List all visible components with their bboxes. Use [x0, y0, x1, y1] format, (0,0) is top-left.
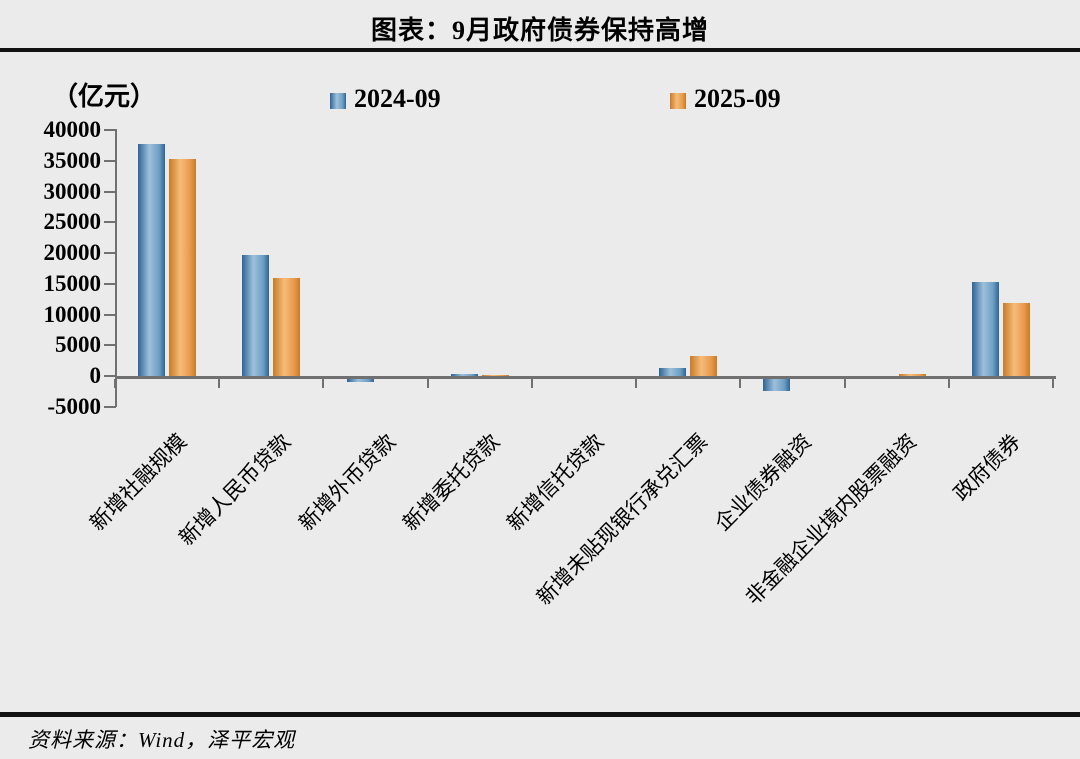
legend-swatch-2024-09 [330, 93, 346, 109]
bar [346, 379, 374, 383]
bar [690, 356, 718, 376]
y-tick-mark [104, 344, 116, 347]
y-tick-mark [104, 405, 116, 408]
y-tick-label: 35000 [43, 147, 102, 173]
legend-label-2025-09: 2025-09 [694, 84, 781, 113]
x-tick-mark [739, 379, 742, 388]
x-tick-mark [322, 379, 325, 388]
y-tick-mark [104, 129, 116, 131]
y-tick-mark [104, 282, 116, 285]
x-category-label: 新增人民币贷款 [174, 429, 296, 551]
y-tick-mark [104, 221, 116, 224]
y-tick-label: 30000 [43, 178, 102, 204]
x-tick-mark [947, 379, 950, 388]
y-tick-mark [104, 159, 116, 162]
x-tick-mark [530, 379, 533, 388]
x-category-label: 新增信托贷款 [502, 429, 609, 536]
chart-title: 图表：9月政府债券保持高增 [370, 16, 709, 45]
bar [450, 373, 478, 376]
y-tick-label: 25000 [43, 209, 102, 235]
bar [138, 144, 166, 376]
x-tick-mark [635, 379, 638, 388]
bar [1002, 303, 1030, 376]
x-category-label: 非金融企业境内股票融资 [740, 429, 921, 610]
x-category-label: 新增未贴现银行承兑汇票 [532, 429, 713, 610]
x-category-label: 新增社融规模 [85, 429, 192, 536]
top-divider [0, 48, 1080, 52]
y-tick-label: 40000 [43, 117, 102, 142]
x-tick-mark [1052, 379, 1054, 388]
bar [481, 375, 509, 376]
legend-item-2025-09: 2025-09 [670, 84, 781, 114]
x-tick-mark [426, 379, 429, 388]
bar [273, 277, 301, 376]
bar [659, 368, 687, 376]
y-axis-unit-label: （亿元） [52, 82, 157, 111]
y-tick-label: 20000 [43, 240, 102, 265]
y-tick-label: -5000 [47, 393, 101, 419]
y-tick-label: 0 [89, 363, 102, 388]
y-tick-label: 10000 [43, 301, 102, 327]
legend-item-2024-09: 2024-09 [330, 84, 441, 114]
x-category-label: 新增委托贷款 [397, 429, 505, 536]
x-category-label: 政府债券 [948, 429, 1026, 506]
bar [763, 379, 791, 392]
x-axis-line [115, 376, 1056, 379]
x-tick-mark [218, 379, 221, 388]
bar [971, 281, 999, 376]
bar [242, 254, 270, 376]
y-tick-mark [104, 190, 116, 193]
source-text: 资料来源：Wind，泽平宏观 [28, 728, 296, 752]
x-category-label: 新增外币贷款 [293, 429, 400, 536]
legend-label-2024-09: 2024-09 [354, 84, 441, 113]
x-category-label: 企业债券融资 [710, 429, 817, 536]
bar [898, 373, 926, 376]
x-tick-mark [114, 379, 116, 388]
x-tick-mark [843, 379, 846, 388]
y-tick-label: 5000 [55, 332, 101, 358]
y-tick-mark [104, 375, 116, 377]
bottom-divider [0, 712, 1080, 717]
y-tick-mark [104, 313, 116, 316]
y-tick-mark [104, 252, 116, 254]
legend-swatch-2025-09 [670, 93, 686, 109]
y-tick-label: 15000 [43, 270, 102, 296]
y-axis-line [115, 129, 117, 407]
bar [169, 158, 197, 376]
